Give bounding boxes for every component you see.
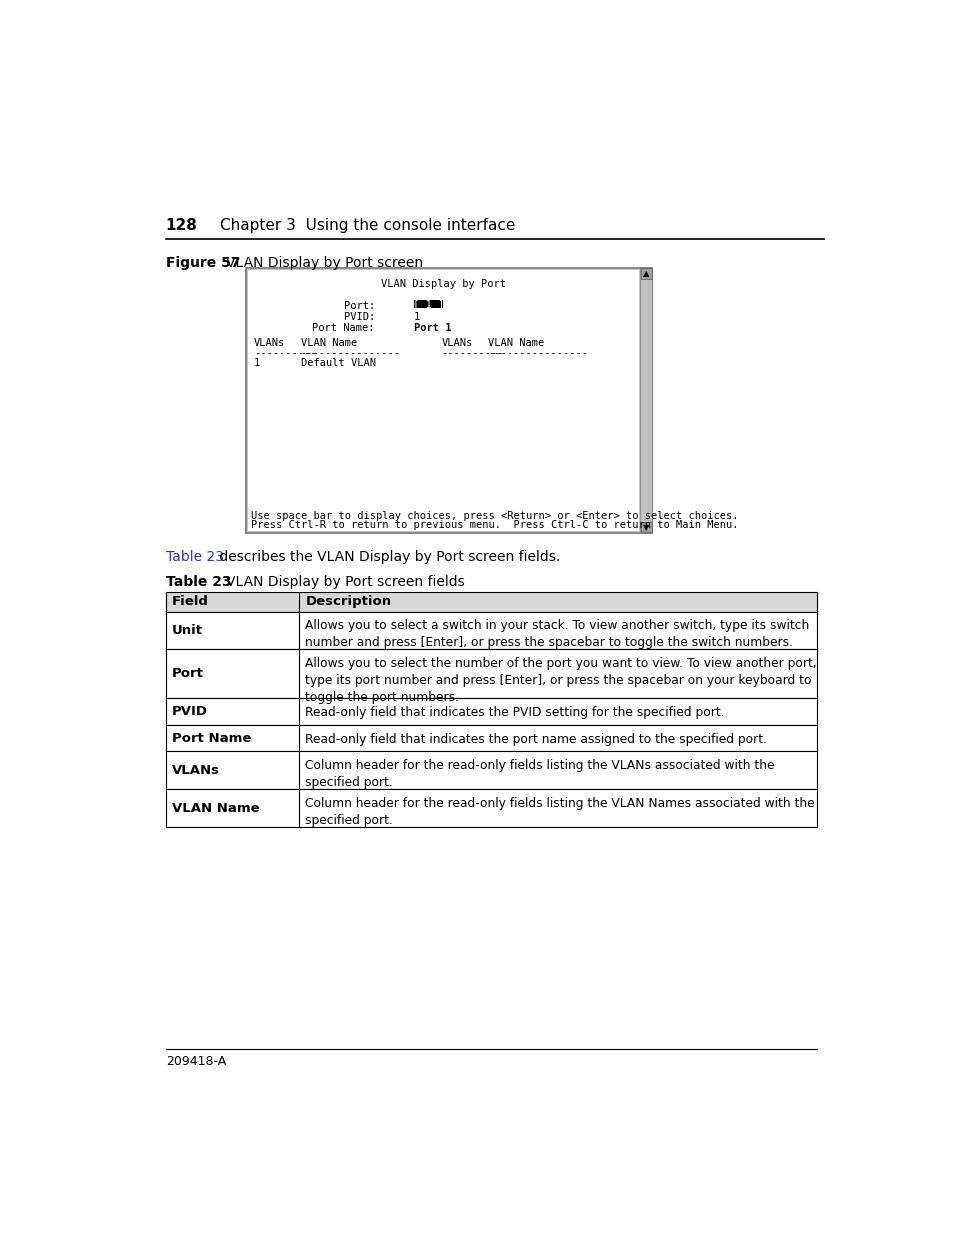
Text: Unit: Unit: [172, 624, 203, 637]
Text: Port Name: Port Name: [172, 731, 251, 745]
Text: Table 23: Table 23: [166, 550, 224, 564]
Text: Allows you to select a switch in your stack. To view another switch, type its sw: Allows you to select a switch in your st…: [305, 620, 809, 650]
Text: VLAN Display by Port screen: VLAN Display by Port screen: [226, 256, 423, 270]
Text: ----------: ----------: [441, 347, 503, 358]
Bar: [640, 521, 651, 532]
Text: VLAN Name: VLAN Name: [172, 802, 259, 815]
Text: Port:: Port:: [343, 300, 375, 311]
Text: Table 23: Table 23: [166, 574, 232, 589]
Text: Default VLAN: Default VLAN: [300, 358, 375, 368]
Text: Column header for the read-only fields listing the VLANs associated with the
spe: Column header for the read-only fields l…: [305, 760, 774, 789]
Text: Use space bar to display choices, press <Return> or <Enter> to select choices.: Use space bar to display choices, press …: [251, 511, 738, 521]
Text: VLAN Name: VLAN Name: [488, 337, 544, 347]
Text: ▼: ▼: [642, 522, 649, 531]
Bar: [166, 611, 816, 650]
Text: Allows you to select the number of the port you want to view. To view another po: Allows you to select the number of the p…: [305, 657, 817, 704]
Text: 1: 1: [414, 312, 419, 322]
Bar: [414, 300, 443, 309]
Text: Chapter 3  Using the console interface: Chapter 3 Using the console interface: [220, 217, 515, 233]
Bar: [166, 592, 816, 611]
Text: 209418-A: 209418-A: [166, 1055, 226, 1068]
Text: Description: Description: [305, 595, 391, 608]
Text: Port Name:: Port Name:: [313, 324, 375, 333]
Text: Press Ctrl-R to return to previous menu.  Press Ctrl-C to return to Main Menu.: Press Ctrl-R to return to previous menu.…: [251, 520, 738, 530]
Text: Read-only field that indicates the PVID setting for the specified port.: Read-only field that indicates the PVID …: [305, 706, 724, 719]
Bar: [166, 725, 816, 751]
Text: VLANs: VLANs: [172, 764, 220, 777]
Text: describes the VLAN Display by Port screen fields.: describes the VLAN Display by Port scree…: [214, 550, 559, 564]
Text: Column header for the read-only fields listing the VLAN Names associated with th: Column header for the read-only fields l…: [305, 797, 814, 827]
Text: VLAN Name: VLAN Name: [300, 337, 356, 347]
Text: 1: 1: [253, 358, 260, 368]
Text: Port 1: Port 1: [414, 324, 451, 333]
Bar: [248, 270, 638, 531]
Text: ----------------: ----------------: [488, 347, 588, 358]
Text: ▲: ▲: [642, 269, 649, 278]
Text: ----------------: ----------------: [300, 347, 400, 358]
Text: Figure 57: Figure 57: [166, 256, 240, 270]
Text: 128: 128: [166, 217, 197, 233]
Bar: [166, 751, 816, 789]
Text: Field: Field: [172, 595, 209, 608]
Text: [ 1 ]: [ 1 ]: [413, 299, 444, 309]
Text: VLANs: VLANs: [253, 337, 285, 347]
Text: PVID:: PVID:: [343, 312, 375, 322]
Bar: [166, 789, 816, 827]
Text: ----------: ----------: [253, 347, 316, 358]
Text: VLAN Display by Port: VLAN Display by Port: [380, 279, 505, 289]
Bar: [166, 650, 816, 698]
Text: VLANs: VLANs: [441, 337, 473, 347]
Text: Port: Port: [172, 667, 204, 680]
Bar: [640, 268, 651, 279]
Text: Read-only field that indicates the port name assigned to the specified port.: Read-only field that indicates the port …: [305, 732, 766, 746]
Text: VLAN Display by Port screen fields: VLAN Display by Port screen fields: [226, 574, 464, 589]
Text: PVID: PVID: [172, 705, 208, 718]
Bar: [245, 268, 652, 534]
Bar: [166, 698, 816, 725]
Bar: [639, 268, 652, 534]
